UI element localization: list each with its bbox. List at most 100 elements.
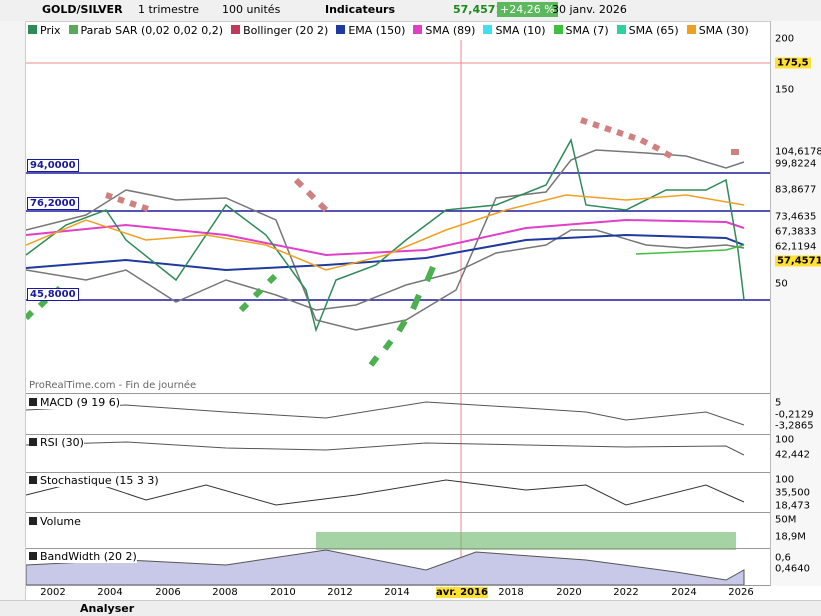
legend-item: EMA (150): [336, 24, 405, 37]
separator: [26, 472, 770, 473]
toolbar: [0, 0, 821, 22]
legend-swatch: [336, 25, 346, 34]
rsi-line: [26, 441, 745, 456]
x-label: 2022: [613, 587, 639, 598]
period[interactable]: 1 trimestre: [138, 3, 199, 16]
price-label: 73,4635: [775, 211, 817, 223]
panel-title: Stochastique (15 3 3): [29, 474, 159, 487]
separator: [26, 393, 770, 394]
bottom-bar: [0, 600, 821, 616]
x-label: 2018: [498, 587, 524, 598]
separator: [26, 548, 770, 549]
price-line: [26, 137, 745, 333]
legend-swatch: [616, 25, 626, 34]
separator: [26, 512, 770, 513]
level-label: 45,8000: [27, 288, 79, 301]
legend-label: SMA (89): [425, 24, 476, 37]
panel-label: 100: [775, 474, 795, 486]
indicators[interactable]: Indicateurs: [325, 3, 396, 16]
date: 30 janv. 2026: [552, 3, 627, 16]
legend-item: SMA (7): [553, 24, 609, 37]
x-label: 2008: [212, 587, 238, 598]
level-label: 76,2000: [27, 197, 79, 210]
legend-swatch: [553, 25, 563, 34]
change: +24,26 %: [497, 2, 558, 17]
legend-swatch: [686, 25, 696, 34]
price-label: 57,4571: [775, 255, 821, 267]
legend-item: Parab SAR (0,02 0,02 0,2): [68, 24, 224, 37]
price-label: 200: [775, 33, 795, 45]
x-label: 2024: [671, 587, 697, 598]
sma-line: [26, 194, 745, 271]
panel-label: 100: [775, 434, 795, 446]
panel-label: -0,2129: [775, 409, 814, 421]
level-label: 94,0000: [27, 159, 79, 172]
legend-swatch: [483, 25, 493, 34]
x-label: 2014: [384, 587, 410, 598]
legend-label: SMA (10): [495, 24, 546, 37]
legend-label: SMA (7): [565, 24, 609, 37]
price-label: 175,5: [775, 57, 811, 69]
panel-label: 0,6: [775, 552, 791, 564]
legend-item: Prix: [28, 24, 61, 37]
price-label: 67,3833: [775, 226, 817, 238]
legend-swatch: [28, 25, 37, 34]
legend-label: Parab SAR (0,02 0,02 0,2): [80, 24, 224, 37]
last-price: 57,4571: [453, 3, 504, 16]
tool-sidebar: [0, 21, 26, 601]
panel-label: 42,442: [775, 449, 810, 461]
x-label: 2010: [270, 587, 296, 598]
x-label: 2004: [97, 587, 123, 598]
legend-label: Prix: [40, 24, 61, 37]
legend-label: SMA (30): [698, 24, 749, 37]
legend-label: SMA (65): [628, 24, 679, 37]
ema-line: [26, 233, 745, 272]
panel-title: RSI (30): [29, 436, 84, 449]
sar-dots: [105, 117, 739, 213]
legend-swatch: [231, 25, 241, 34]
symbol[interactable]: GOLD/SILVER: [42, 3, 123, 16]
panel-label: 50M: [775, 514, 797, 526]
legend-swatch: [68, 25, 78, 34]
legend-item: SMA (30): [686, 24, 749, 37]
x-label: 2026: [728, 587, 754, 598]
panel-label: 18,473: [775, 500, 810, 512]
panel-title: BandWidth (20 2): [29, 550, 137, 563]
bollinger-upper: [26, 149, 745, 331]
volume-bars: [316, 532, 736, 550]
watermark: ProRealTime.com - Fin de journée: [29, 380, 197, 391]
units[interactable]: 100 unités: [222, 3, 281, 16]
separator: [26, 434, 770, 435]
panel-label: 0,4640: [775, 563, 810, 575]
sma-line: [635, 244, 745, 255]
chart-area: [26, 40, 770, 586]
x-label: avr. 2016: [436, 587, 488, 598]
panel-title: Volume: [29, 515, 81, 528]
x-label: 2006: [155, 587, 181, 598]
separator: [26, 585, 770, 586]
price-label: 83,8677: [775, 184, 817, 196]
price-label: 62,1194: [775, 241, 817, 253]
panel-label: 18,9M: [775, 531, 806, 543]
legend-label: Bollinger (20 2): [243, 24, 329, 37]
bollinger-lower: [26, 229, 745, 311]
x-label: 2012: [327, 587, 353, 598]
panel-title: MACD (9 19 6): [29, 396, 121, 409]
price-label: 50: [775, 278, 788, 290]
sma-line: [26, 218, 745, 257]
legend-item: Bollinger (20 2): [231, 24, 328, 37]
panel-label: 35,500: [775, 487, 810, 499]
legend-label: EMA (150): [348, 24, 406, 37]
x-label: 2002: [40, 587, 66, 598]
price-label: 104,6178: [775, 146, 821, 158]
legend-item: SMA (10): [483, 24, 546, 37]
analyse-button[interactable]: Analyser: [80, 602, 135, 615]
price-axis: [770, 21, 821, 586]
legend-swatch: [413, 25, 423, 34]
price-label: 99,8224: [775, 158, 817, 170]
legend-item: SMA (89): [413, 24, 475, 37]
price-label: 150: [775, 84, 795, 96]
panel-label: 5: [775, 397, 782, 409]
legend-item: SMA (65): [616, 24, 679, 37]
